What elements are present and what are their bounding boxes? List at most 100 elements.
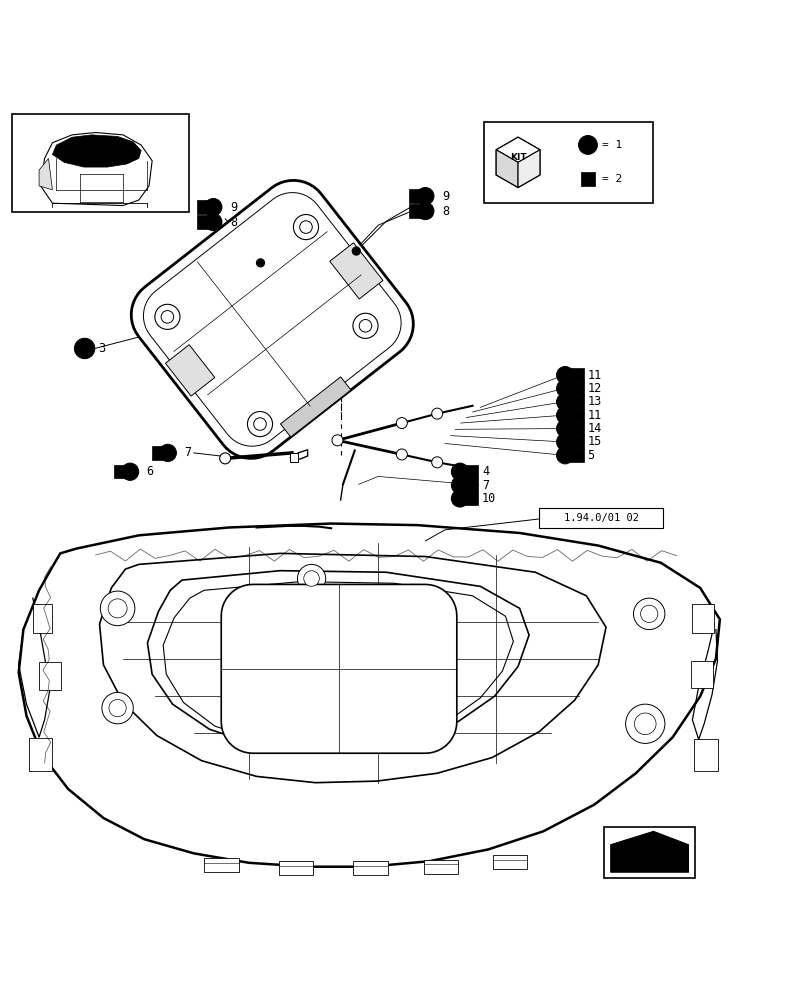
Text: 9: 9	[442, 190, 449, 203]
Circle shape	[634, 713, 656, 735]
Circle shape	[299, 221, 312, 233]
Circle shape	[297, 564, 325, 593]
Circle shape	[353, 313, 378, 338]
Circle shape	[108, 599, 127, 618]
Circle shape	[432, 408, 443, 419]
Text: 13: 13	[587, 395, 601, 408]
Circle shape	[432, 457, 443, 468]
Text: 3: 3	[98, 342, 105, 355]
Text: 11: 11	[587, 369, 601, 382]
Bar	[691, 661, 713, 688]
Polygon shape	[143, 193, 401, 446]
Circle shape	[452, 476, 469, 494]
Bar	[571, 382, 584, 395]
Bar	[29, 738, 53, 771]
Polygon shape	[147, 571, 529, 750]
Bar	[197, 215, 210, 229]
Circle shape	[102, 692, 133, 724]
Circle shape	[556, 447, 574, 464]
Bar	[152, 446, 165, 460]
Circle shape	[109, 699, 126, 717]
Bar	[409, 189, 422, 203]
Circle shape	[634, 598, 665, 630]
Bar	[204, 858, 239, 872]
Bar	[571, 435, 584, 449]
Bar	[424, 860, 459, 874]
Bar	[571, 409, 584, 422]
Polygon shape	[19, 524, 720, 867]
Text: 7: 7	[184, 446, 191, 459]
Bar	[197, 200, 210, 214]
Circle shape	[556, 380, 574, 397]
Bar	[571, 449, 584, 462]
Circle shape	[556, 407, 574, 424]
Bar	[409, 204, 422, 218]
Bar	[571, 395, 584, 409]
Circle shape	[578, 136, 597, 154]
Bar	[13, 114, 189, 212]
Polygon shape	[41, 133, 152, 206]
Circle shape	[74, 338, 95, 359]
Bar	[581, 172, 595, 186]
Circle shape	[155, 304, 180, 329]
Polygon shape	[496, 150, 518, 187]
Circle shape	[247, 412, 273, 437]
Text: 6: 6	[147, 465, 154, 478]
Circle shape	[304, 571, 319, 586]
Polygon shape	[518, 150, 540, 187]
Circle shape	[205, 213, 222, 231]
Circle shape	[626, 704, 665, 743]
Bar	[485, 122, 653, 203]
Circle shape	[396, 449, 407, 460]
Bar	[114, 465, 128, 478]
Bar	[465, 492, 478, 505]
Text: = 1: = 1	[602, 140, 623, 150]
Bar	[571, 422, 584, 435]
Text: 8: 8	[230, 216, 237, 229]
Polygon shape	[39, 158, 53, 190]
Polygon shape	[163, 582, 513, 745]
Text: 7: 7	[482, 479, 489, 492]
Circle shape	[359, 320, 372, 332]
Polygon shape	[99, 553, 606, 783]
Text: 14: 14	[587, 422, 601, 435]
Circle shape	[556, 393, 574, 410]
Polygon shape	[53, 135, 141, 167]
Polygon shape	[611, 831, 689, 872]
Circle shape	[293, 215, 318, 240]
Circle shape	[257, 259, 265, 267]
Text: 8: 8	[442, 205, 449, 218]
Bar	[353, 861, 388, 875]
Polygon shape	[329, 243, 383, 299]
Text: = 2: = 2	[602, 174, 623, 184]
Circle shape	[254, 418, 266, 430]
Circle shape	[556, 433, 574, 451]
Bar	[39, 662, 61, 690]
Circle shape	[556, 367, 574, 384]
Circle shape	[205, 198, 222, 216]
Bar	[279, 861, 313, 875]
Polygon shape	[496, 137, 540, 162]
Bar	[493, 855, 527, 869]
Circle shape	[417, 187, 434, 205]
Polygon shape	[132, 180, 413, 458]
Circle shape	[641, 605, 658, 622]
Polygon shape	[165, 345, 215, 396]
Circle shape	[332, 435, 343, 446]
Circle shape	[396, 418, 407, 429]
Bar	[604, 827, 695, 878]
Circle shape	[452, 463, 469, 480]
Text: 10: 10	[482, 492, 496, 505]
Polygon shape	[281, 377, 351, 437]
Circle shape	[220, 453, 231, 464]
Text: 12: 12	[587, 382, 601, 395]
Text: 9: 9	[230, 201, 237, 214]
Polygon shape	[290, 453, 298, 462]
Bar	[694, 739, 718, 771]
Bar	[465, 478, 478, 492]
Text: KIT: KIT	[510, 153, 526, 162]
Bar	[33, 604, 53, 633]
Text: 11: 11	[587, 409, 601, 422]
Circle shape	[352, 247, 360, 255]
Text: 5: 5	[587, 449, 594, 462]
